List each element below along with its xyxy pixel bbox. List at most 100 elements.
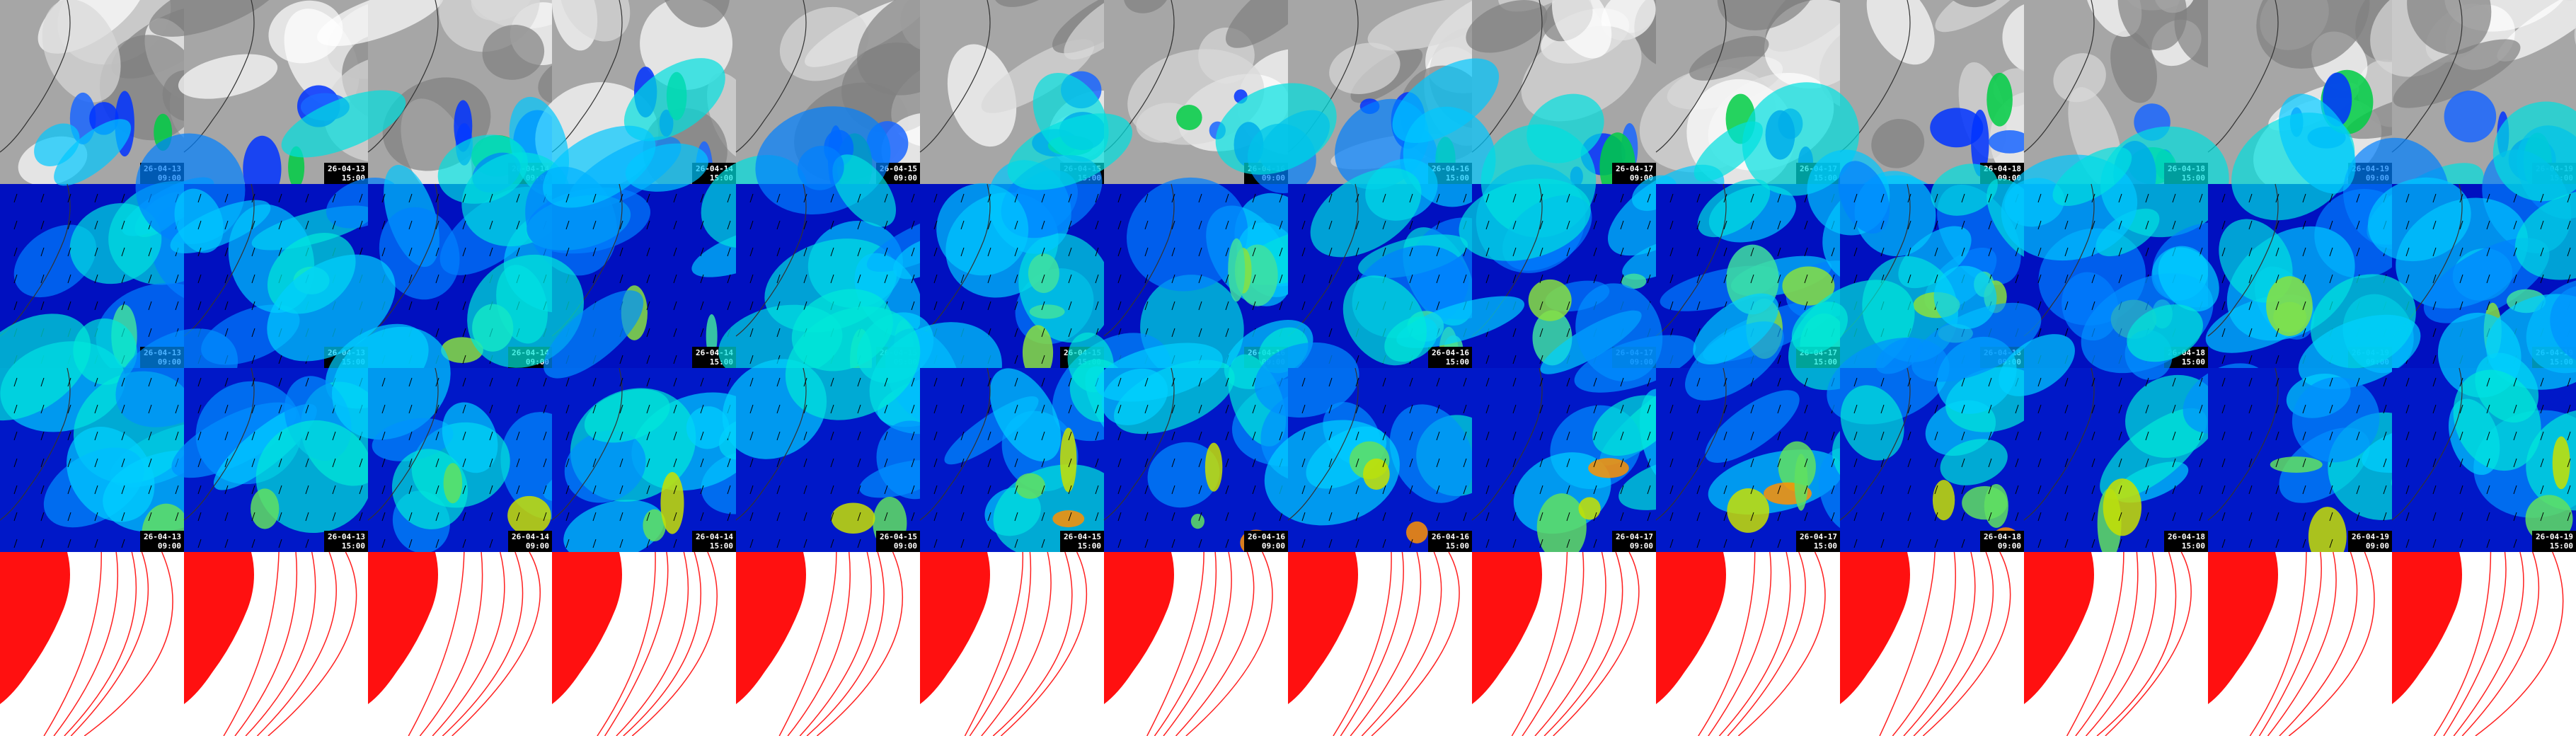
isoline — [1718, 551, 1791, 736]
coastline — [1287, 183, 1359, 337]
wind-arrow — [1409, 458, 1413, 468]
wind-arrow — [462, 377, 466, 387]
wind-arrow — [1566, 512, 1570, 522]
field-blob — [1367, 0, 1493, 51]
wind-arrow — [1095, 247, 1099, 257]
wind-arrow — [1463, 485, 1467, 495]
wind-arrow — [2356, 458, 2360, 468]
wind-arrow — [727, 220, 731, 230]
wind-arrow — [1512, 512, 1517, 522]
field-blob — [379, 207, 460, 300]
wind-arrow — [803, 220, 807, 230]
wind-arrow — [435, 485, 439, 495]
wind-arrow — [1485, 274, 1490, 284]
coastline — [735, 183, 807, 337]
wind-arrow — [1225, 274, 1229, 284]
wind-arrow — [1831, 274, 1835, 284]
wind-arrow — [121, 539, 125, 548]
wind-arrow — [13, 404, 18, 414]
wind-arrow — [933, 431, 938, 441]
wind-arrow — [830, 485, 834, 495]
wind-arrow — [1252, 247, 1256, 257]
wind-arrow — [619, 274, 623, 284]
wind-arrow — [1988, 458, 1992, 468]
timestamp-box — [1980, 531, 2024, 552]
wind-arrow — [1328, 485, 1333, 495]
isoline — [223, 551, 280, 736]
wind-arrow — [2486, 404, 2490, 414]
wind-arrow — [408, 247, 413, 257]
wind-arrow — [884, 431, 888, 441]
wind-arrow — [1934, 485, 1938, 495]
field-peak — [2444, 91, 2497, 143]
wind-arrow — [1669, 301, 1674, 311]
wind-arrow — [1880, 431, 1885, 441]
wind-arrow — [1669, 539, 1674, 548]
wind-arrow — [2513, 512, 2517, 522]
wind-arrow — [700, 431, 704, 441]
wind-arrow — [1014, 377, 1018, 387]
wind-arrow — [2302, 485, 2306, 495]
land-contours — [0, 552, 70, 704]
wind-arrow — [1696, 247, 1701, 257]
wind-arrow — [619, 247, 623, 257]
wind-arrow — [1436, 301, 1440, 311]
wind-arrow — [94, 193, 98, 203]
wind-arrow — [1198, 274, 1202, 284]
wind-arrow — [830, 377, 834, 387]
wind-arrow — [1382, 512, 1386, 522]
isoline — [2096, 551, 2177, 736]
wind-arrow — [646, 247, 650, 257]
wind-arrow — [2356, 220, 2360, 230]
field-peak — [2308, 507, 2347, 566]
wind-arrow — [2275, 274, 2279, 284]
wind-arrow — [2486, 274, 2490, 284]
wind-arrow — [516, 485, 520, 495]
field-blob — [2407, 0, 2492, 55]
wind-arrow — [1014, 220, 1018, 230]
wind-arrow — [1723, 404, 1727, 414]
wind-arrow — [1252, 404, 1256, 414]
wind-arrow — [776, 458, 781, 468]
wind-arrow — [224, 377, 229, 387]
wind-arrow — [489, 193, 493, 203]
coastline — [2391, 367, 2463, 521]
wind-arrow — [516, 220, 520, 230]
wind-arrow — [1171, 512, 1175, 522]
wind-arrow — [673, 512, 677, 522]
coastline — [0, 367, 71, 521]
field-peak — [660, 471, 684, 534]
wind-arrow — [278, 404, 282, 414]
wind-arrow — [911, 301, 915, 311]
wind-arrow — [251, 377, 255, 387]
wind-arrow — [2015, 247, 2019, 257]
map-tile — [2392, 551, 2576, 736]
wind-arrow — [462, 485, 466, 495]
wind-arrow — [2567, 220, 2571, 230]
wind-arrow — [1409, 247, 1413, 257]
field-blob — [2278, 93, 2356, 194]
wind-arrow — [1539, 247, 1543, 257]
wind-arrow — [2015, 274, 2019, 284]
wind-arrow — [251, 328, 255, 338]
wind-arrow — [1512, 458, 1517, 468]
wind-arrow — [121, 458, 125, 468]
wind-arrow — [2037, 404, 2042, 414]
wind-arrow — [2199, 377, 2203, 387]
wind-arrow — [121, 247, 125, 257]
wind-arrow — [2405, 193, 2410, 203]
wind-arrow — [619, 377, 623, 387]
wind-arrow — [619, 512, 623, 522]
wind-arrow — [2037, 328, 2042, 338]
field-blob — [1717, 0, 1817, 30]
wind-arrow — [2405, 539, 2410, 548]
wind-arrow — [2221, 431, 2226, 441]
wind-arrow — [2145, 220, 2149, 230]
wind-arrow — [2329, 485, 2333, 495]
field-blob — [34, 123, 80, 166]
wind-arrow — [1750, 193, 1754, 203]
field-blob — [2292, 376, 2380, 463]
timestamp-box — [2164, 531, 2208, 552]
wind-arrow — [1328, 328, 1333, 338]
